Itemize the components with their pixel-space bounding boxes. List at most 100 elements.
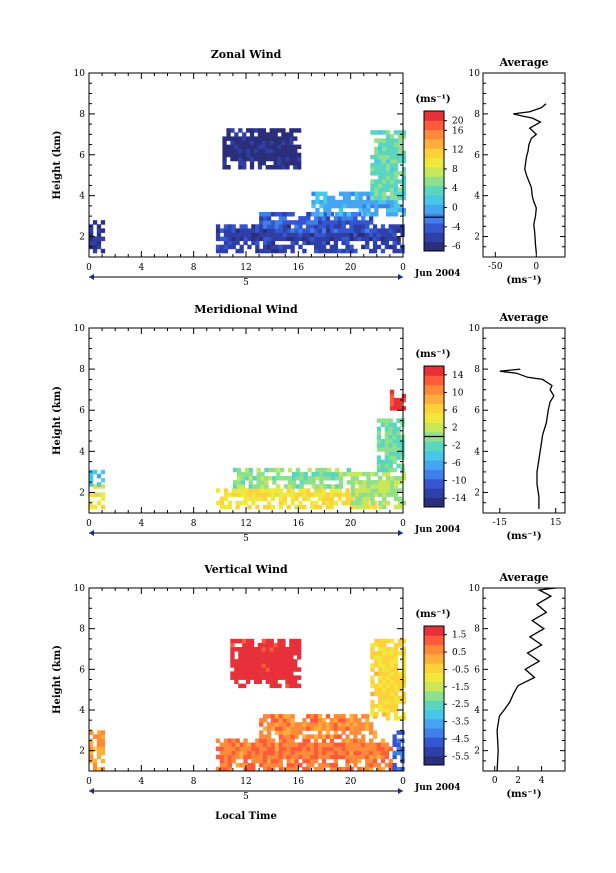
heatmap-cell-704 xyxy=(257,165,263,170)
heatmap-cell-499 xyxy=(378,683,383,689)
heatmap-cell-701 xyxy=(257,675,263,680)
heatmap-cell-254 xyxy=(327,484,332,489)
heatmap-cell-124 xyxy=(329,504,334,510)
heatmap-cell-303 xyxy=(270,220,276,225)
colorbar-swatch xyxy=(424,176,444,187)
heatmap-cell-102 xyxy=(270,240,276,246)
heatmap-cell-487 xyxy=(389,212,395,217)
heatmap-cell-345 xyxy=(274,730,280,735)
heatmap-cell-46 xyxy=(223,738,229,743)
heatmap-cell-741 xyxy=(273,160,278,166)
heatmap-cell-280 xyxy=(354,504,359,510)
heatmap-cell-633 xyxy=(230,671,235,676)
heatmap-cell-525 xyxy=(374,146,379,152)
heatmap-cell-456 xyxy=(362,203,367,209)
heatmap-cell-125 xyxy=(270,754,276,760)
heatmap-cell-115 xyxy=(278,236,283,242)
heatmap-cell-157 xyxy=(310,232,315,237)
heatmap-cell-201 xyxy=(337,236,342,242)
heatmap-cell-170 xyxy=(294,750,299,756)
heatmap-cell-378 xyxy=(298,730,303,735)
heatmap-cells xyxy=(89,389,406,510)
heatmap-cell-414 xyxy=(329,734,334,739)
heatmap-cell-56 xyxy=(239,244,244,250)
colorbar-tick-label: 20 xyxy=(452,117,464,127)
heatmap-cell-230 xyxy=(329,742,334,747)
heatmap-cell-674 xyxy=(242,152,247,158)
heatmap-cell-348 xyxy=(274,718,280,723)
heatmap-cell-14 xyxy=(89,478,94,483)
heatmap-cell-231 xyxy=(361,244,366,250)
heatmap-cell-434 xyxy=(345,734,350,739)
heatmap-cell-410 xyxy=(325,730,331,735)
heatmap-cell-207 xyxy=(318,762,323,768)
heatmap-cell-323 xyxy=(384,742,389,747)
heatmap-cell-47 xyxy=(227,766,232,772)
y-tick-label: 6 xyxy=(79,665,85,675)
heatmap-cell-352 xyxy=(278,726,283,731)
x-tick-label: 0 xyxy=(86,519,92,529)
heatmap-cell-676 xyxy=(242,144,247,150)
heatmap-cell-350 xyxy=(321,212,327,217)
heatmap-cell-255 xyxy=(376,232,382,237)
heatmap-cell-297 xyxy=(263,212,268,217)
heatmap-cell-346 xyxy=(274,726,280,731)
y-tick-label: 6 xyxy=(79,406,85,416)
average-y-tick-label: 2 xyxy=(474,747,480,757)
colorbar-swatch xyxy=(424,497,444,508)
heatmap-cell-583 xyxy=(389,163,395,168)
heatmap-cell-214 xyxy=(321,758,327,764)
heatmap-cell-75 xyxy=(243,754,248,760)
heatmap-cell-226 xyxy=(329,762,334,768)
heatmap-cell-688 xyxy=(249,647,255,652)
heatmap-cell-738 xyxy=(269,132,274,137)
heatmap-cell-315 xyxy=(370,480,375,485)
heatmap-cell-253 xyxy=(345,754,350,760)
heatmap-cell-390 xyxy=(310,726,315,731)
heatmap-cell-26 xyxy=(219,496,225,502)
heatmap-cell-556 xyxy=(389,679,395,684)
heatmap-cell-235 xyxy=(333,754,338,760)
heatmap-cell-466 xyxy=(370,203,375,209)
heatmap-cell-36 xyxy=(235,504,240,510)
colorbar-swatch xyxy=(424,700,444,710)
heatmap-cell-140 xyxy=(345,488,350,493)
heatmap-cell-122 xyxy=(282,232,287,237)
heatmap-cell-90 xyxy=(290,488,295,493)
colorbar-swatch xyxy=(424,746,444,757)
heatmap-cell-712 xyxy=(261,667,266,672)
heatmap-cell-677 xyxy=(242,140,247,145)
heatmap-cell-446 xyxy=(393,406,399,411)
heatmap-cell-435 xyxy=(342,191,348,197)
heatmap-cell-166 xyxy=(294,766,299,772)
heatmap-cell-118 xyxy=(321,492,327,497)
heatmap-cell-308 xyxy=(274,212,280,217)
heatmap-cell-216 xyxy=(349,248,354,254)
heatmap-cell-560 xyxy=(386,187,391,192)
heatmap-cell-193 xyxy=(333,248,338,254)
heatmap-cell-730 xyxy=(265,638,270,644)
heatmap-cell-649 xyxy=(230,152,235,158)
heatmap-cell-263 xyxy=(335,471,340,477)
heatmap-cell-252 xyxy=(372,224,378,229)
heatmap-cell-111 xyxy=(263,746,268,752)
heatmap-cell-457 xyxy=(365,726,370,731)
heatmap-cell-331 xyxy=(302,220,307,225)
colorbar-tick-label: -3.5 xyxy=(452,718,470,728)
heatmap-cell-529 xyxy=(382,638,387,644)
heatmap-cell-414 xyxy=(323,191,328,197)
day-axis-left-arrow xyxy=(89,530,94,536)
heatmap-cell-746 xyxy=(273,671,278,676)
day-axis-left-arrow xyxy=(89,788,94,794)
heatmap-cell-211 xyxy=(345,244,350,250)
heatmap-cell-693 xyxy=(249,140,255,145)
heatmap-cell-35 xyxy=(231,488,236,493)
heatmap-cell-145 xyxy=(302,248,307,254)
heatmap-cell-412 xyxy=(323,199,328,205)
heatmap-cell-51 xyxy=(227,750,232,756)
heatmap-cell-441 xyxy=(389,406,395,411)
heatmap-cell-167 xyxy=(232,484,238,489)
heatmap-cell-398 xyxy=(311,203,316,209)
date-label: Jun 2004 xyxy=(414,269,461,279)
x-tick-label: 20 xyxy=(345,519,357,529)
